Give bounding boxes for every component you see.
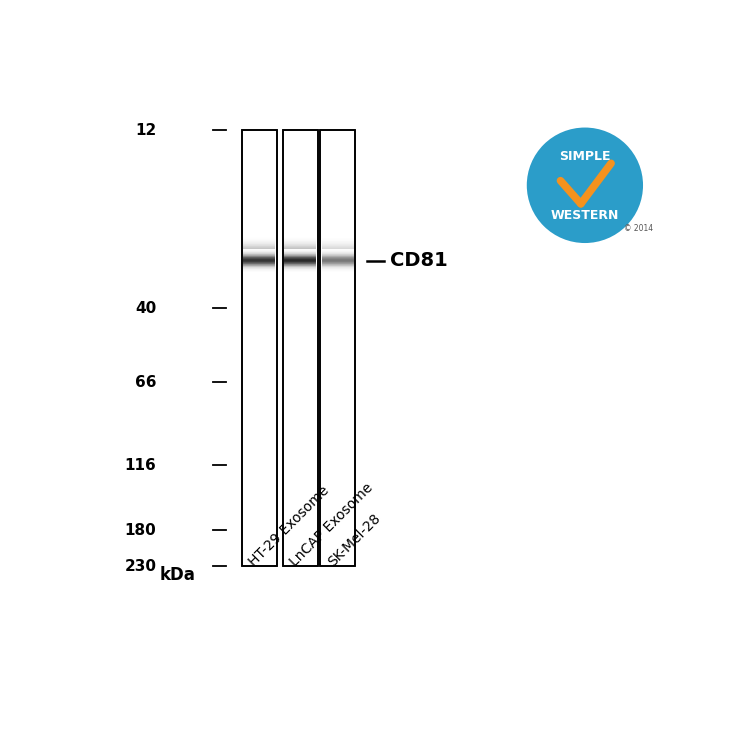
Text: LnCAP Exosome: LnCAP Exosome	[287, 481, 376, 569]
Text: © 2014: © 2014	[625, 224, 653, 233]
Circle shape	[526, 128, 643, 243]
Text: HT-29 Exosome: HT-29 Exosome	[247, 484, 332, 569]
Text: SK-Mel-28: SK-Mel-28	[325, 512, 383, 569]
Bar	[242, 130, 277, 566]
Text: 116: 116	[124, 458, 157, 473]
Text: 66: 66	[135, 374, 157, 389]
Bar	[283, 130, 317, 566]
Text: 230: 230	[124, 559, 157, 574]
Text: kDa: kDa	[160, 566, 196, 584]
Bar	[320, 130, 356, 566]
Text: WESTERN: WESTERN	[550, 209, 619, 222]
Text: CD81: CD81	[390, 251, 448, 270]
Text: 12: 12	[135, 123, 157, 138]
Bar	[320, 130, 356, 566]
Text: 40: 40	[135, 301, 157, 316]
Bar	[242, 130, 277, 566]
Text: 180: 180	[124, 523, 157, 538]
Text: SIMPLE: SIMPLE	[560, 150, 610, 163]
Bar	[283, 130, 317, 566]
